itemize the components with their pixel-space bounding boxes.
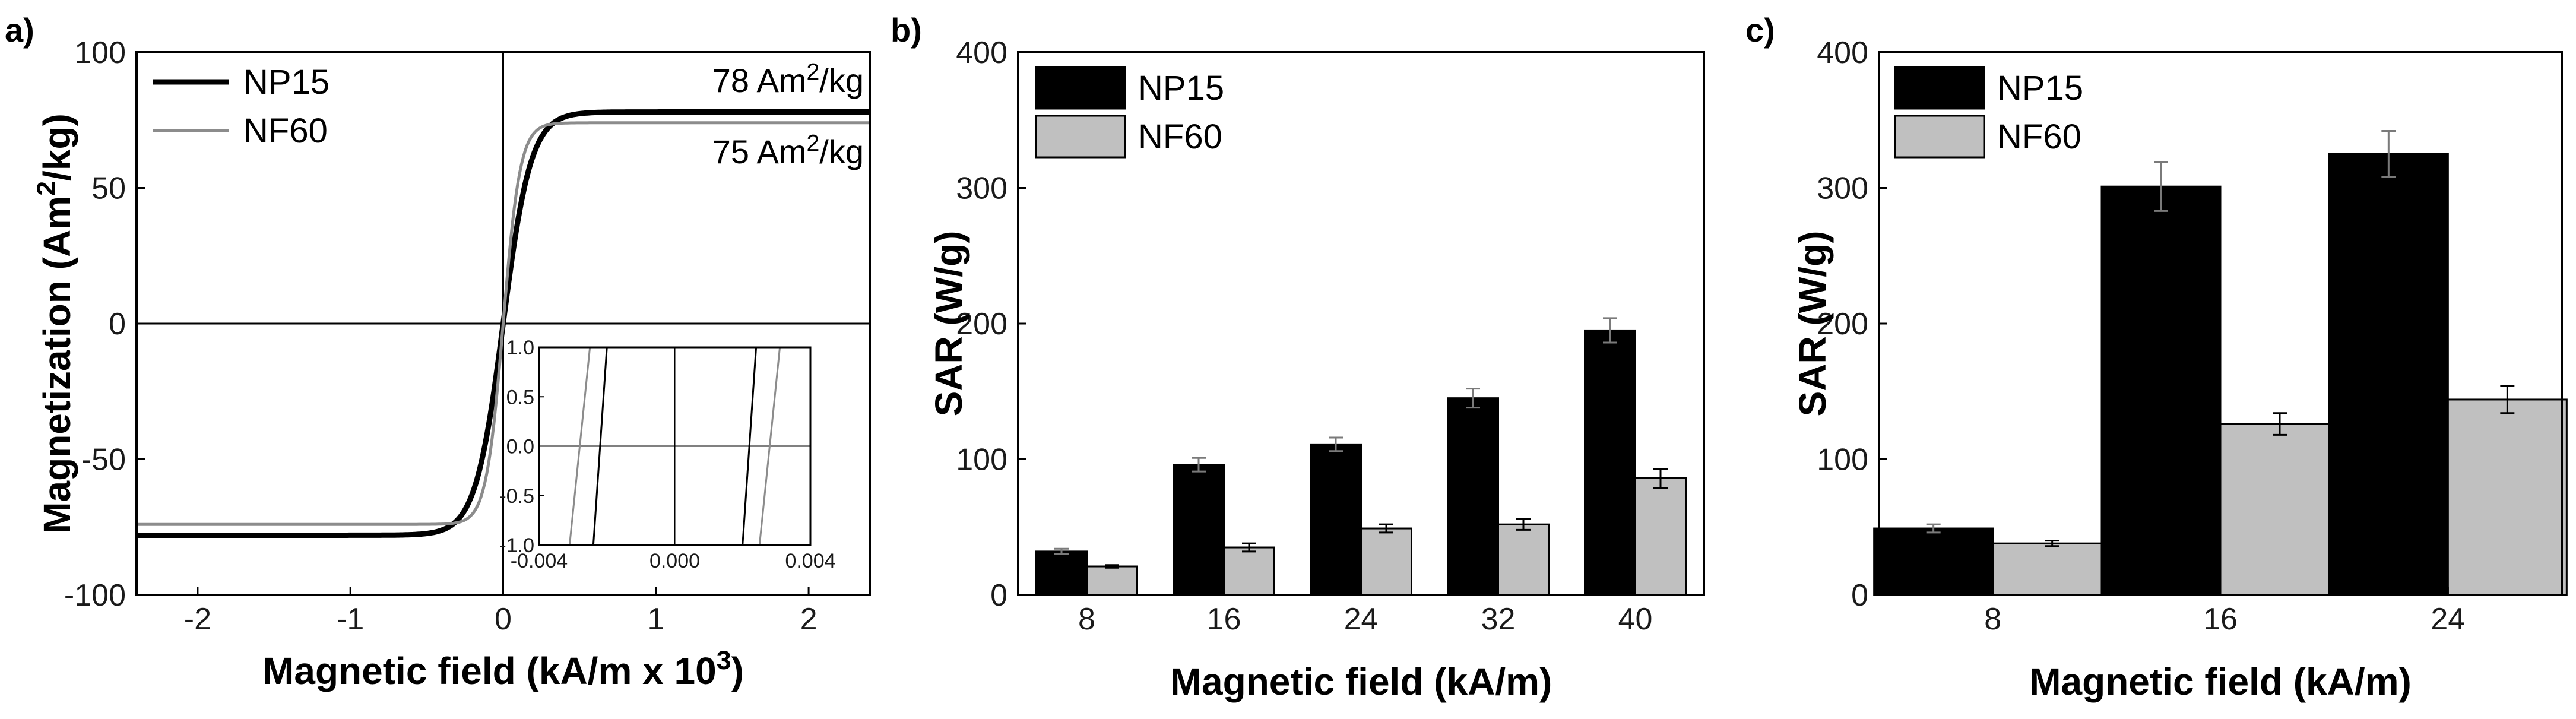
bar-np15: [1310, 443, 1362, 596]
legend-label-nf60: NF60: [1997, 118, 2081, 156]
y-tick-label: 100: [74, 36, 126, 70]
x-tick-label: -2: [184, 602, 211, 636]
plot-frame: [1017, 51, 1705, 596]
inset-y-tick-label: 1.0: [506, 337, 534, 359]
y-axis-title: SAR (W/g): [927, 231, 970, 417]
y-tick-label: -50: [81, 443, 126, 477]
y-tick-label: 0: [109, 307, 126, 341]
annotation-np15-saturation: 78 Am2/kg: [712, 59, 864, 100]
bar-np15: [2100, 185, 2222, 596]
x-tick-label: -1: [337, 602, 364, 636]
x-tick-label: 2: [800, 602, 818, 636]
y-tick-label: 200: [956, 307, 1007, 341]
inset-frame: [538, 346, 812, 546]
panel-a-label: a): [5, 11, 34, 49]
x-tick-label: 1: [647, 602, 664, 636]
x-tick-label: 24: [1344, 602, 1379, 636]
panel-c: c) 8 16 24 0 100 200 300 400 NP15 NF60 Magnetic fie…: [1745, 11, 2568, 703]
inset-x-tick-label: 0.000: [649, 550, 700, 572]
x-tick-label: 24: [2431, 602, 2465, 636]
bar-nf60: [2219, 423, 2340, 596]
legend-label-nf60: NF60: [1138, 118, 1222, 156]
inset-y-tick-label: 0.5: [506, 386, 534, 408]
y-tick-label: 200: [1817, 307, 1868, 341]
legend-swatch-nf60: [1894, 115, 1985, 159]
y-tick-label: 50: [91, 172, 126, 206]
bar-np15: [2328, 153, 2449, 596]
bar-np15: [1173, 464, 1225, 596]
y-tick-label: 100: [1817, 443, 1868, 477]
panel-c-label: c): [1745, 11, 1775, 49]
y-tick-label: 300: [1817, 172, 1868, 206]
inset-y-tick-label: -1.0: [499, 534, 534, 557]
panel-b-label: b): [891, 11, 922, 49]
x-tick-label: 32: [1481, 602, 1516, 636]
legend-swatch-np15: [1894, 66, 1985, 110]
bar-nf60: [1360, 527, 1412, 596]
inset-x-tick-label: 0.004: [785, 550, 835, 572]
legend-label-nf60: NF60: [243, 112, 328, 150]
annotation-nf60-saturation: 75 Am2/kg: [712, 131, 864, 171]
bar-nf60: [1634, 477, 1687, 596]
bar-np15: [1035, 550, 1088, 596]
legend-swatch-np15: [1035, 66, 1126, 110]
legend-label-np15: NP15: [243, 63, 329, 102]
bar-np15: [1873, 527, 1994, 596]
bar-nf60: [2447, 398, 2568, 596]
plot-frame: [1878, 51, 2563, 596]
bar-nf60: [1497, 523, 1550, 596]
y-tick-label: 100: [956, 443, 1007, 477]
plot-frame: [135, 51, 871, 596]
x-tick-label: 16: [1207, 602, 1241, 636]
bar-nf60: [1086, 565, 1138, 596]
panel-a: a) -2 -1 0 1 2 -100 -50 0 50 100 NP15 NF60 78 Am2/kg 7…: [5, 11, 871, 692]
x-tick-label: 16: [2203, 602, 2238, 636]
inset-loop-descending-nf60: [568, 347, 591, 546]
curve-nf60: [137, 121, 870, 526]
x-tick-label: 8: [1984, 602, 2001, 636]
legend-swatch-nf60: [1035, 115, 1126, 159]
y-tick-label: 0: [1851, 578, 1868, 613]
y-tick-label: 0: [990, 578, 1007, 613]
x-tick-label: 8: [1078, 602, 1095, 636]
inset-x-tick-label: -0.004: [511, 550, 568, 572]
x-axis-title: Magnetic field (kA/m x 103): [262, 645, 744, 692]
y-tick-label: 300: [956, 172, 1007, 206]
inset-loop-ascending-nf60: [758, 347, 781, 546]
bar-np15: [1584, 329, 1636, 596]
y-axis-title: Magnetization (Am2/kg): [31, 113, 78, 534]
y-tick-label: 400: [1817, 36, 1868, 70]
x-tick-label: 0: [495, 602, 512, 636]
bar-nf60: [1992, 542, 2113, 596]
panel-b: b)8 16 24 32 400100200300400NP15NF60Magnetic…: [891, 11, 1705, 703]
bar-nf60: [1223, 546, 1275, 596]
x-axis-title: Magnetic field (kA/m): [2029, 660, 2412, 703]
inset-y-tick-label: 0.0: [506, 436, 534, 458]
legend-label-np15: NP15: [1138, 69, 1224, 107]
inset-y-tick-label: -0.5: [499, 485, 534, 508]
inset-loop-descending-np15: [592, 347, 608, 546]
y-tick-label: 400: [956, 36, 1007, 70]
x-axis-title: Magnetic field (kA/m): [1170, 660, 1552, 703]
bar-np15: [1447, 397, 1499, 596]
y-tick-label: -100: [64, 578, 126, 613]
y-axis-title: SAR (W/g): [1791, 231, 1834, 417]
inset-loop-ascending-np15: [742, 347, 758, 546]
x-tick-label: 40: [1618, 602, 1653, 636]
legend-label-np15: NP15: [1997, 69, 2083, 107]
